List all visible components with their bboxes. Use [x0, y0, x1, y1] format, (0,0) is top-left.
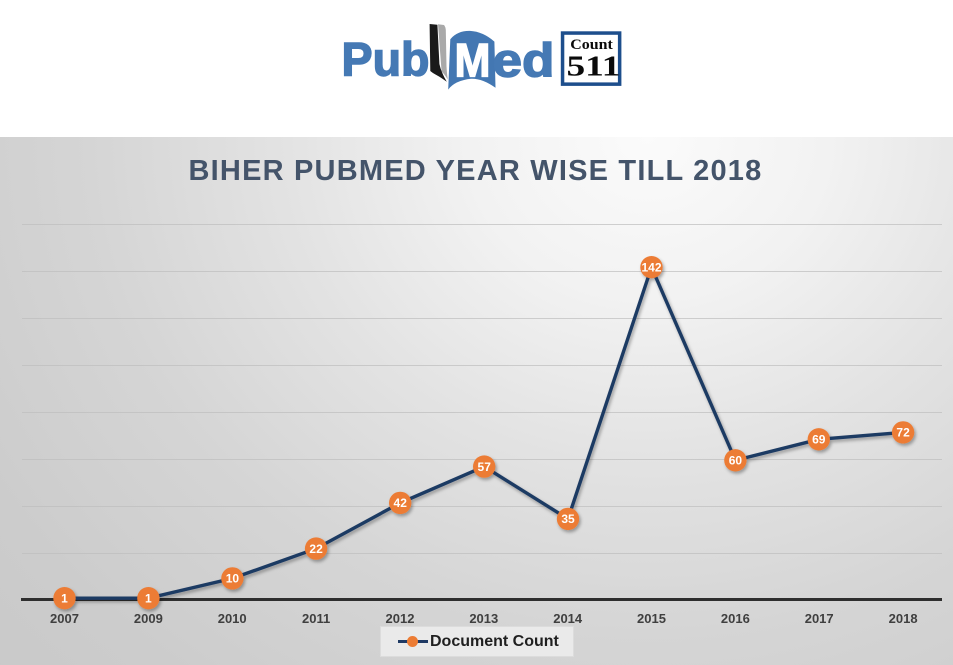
svg-text:Pub: Pub — [342, 33, 430, 86]
svg-text:511: 511 — [567, 51, 621, 83]
svg-text:1: 1 — [145, 592, 152, 606]
svg-text:10: 10 — [226, 572, 240, 586]
svg-text:Count: Count — [570, 37, 613, 53]
svg-text:M: M — [455, 33, 491, 86]
svg-text:72: 72 — [896, 426, 910, 440]
svg-text:ed: ed — [493, 33, 555, 86]
svg-text:22: 22 — [309, 542, 323, 556]
svg-text:69: 69 — [812, 433, 826, 447]
svg-text:57: 57 — [478, 460, 492, 474]
svg-text:35: 35 — [561, 512, 575, 526]
svg-text:60: 60 — [729, 454, 743, 468]
svg-text:1: 1 — [61, 592, 68, 606]
svg-text:42: 42 — [394, 496, 408, 510]
svg-text:142: 142 — [641, 261, 661, 275]
